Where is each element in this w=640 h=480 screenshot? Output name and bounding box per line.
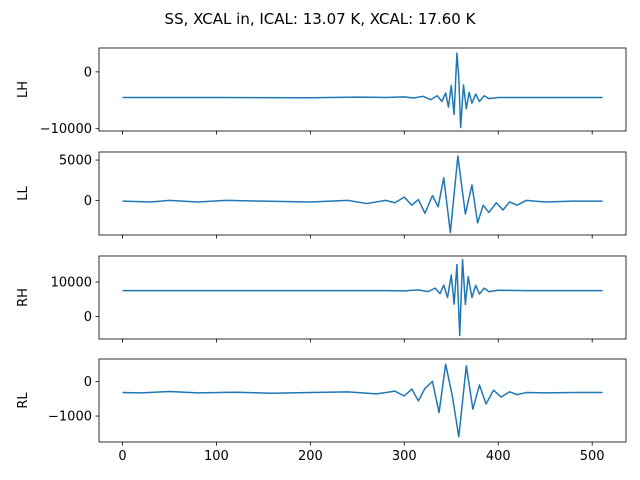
- series-line-rl: [122, 363, 603, 438]
- axes-frame: [98, 47, 627, 132]
- series-line-ll: [122, 155, 603, 234]
- y-axis-label: LL: [16, 186, 31, 201]
- y-axis-label: RH: [16, 288, 31, 307]
- axes-frame: [98, 358, 627, 443]
- y-tick-label: 0: [84, 375, 92, 390]
- y-axis-label: LH: [16, 81, 31, 98]
- y-tick-label: 5000: [59, 154, 92, 169]
- figure-title: SS, XCAL in, ICAL: 13.07 K, XCAL: 17.60 …: [165, 10, 477, 28]
- x-tick-label: 500: [580, 449, 605, 464]
- subplot-ll: 5000 0 LL: [16, 151, 627, 239]
- y-tick-label: 0: [84, 194, 92, 209]
- x-tick-label: 100: [204, 449, 229, 464]
- series-line-rh: [122, 258, 603, 337]
- subplot-rh: 10000 0 RH: [16, 255, 627, 343]
- x-tick-label: 400: [486, 449, 511, 464]
- x-tick-label: 300: [392, 449, 417, 464]
- axes-frame: [98, 151, 627, 236]
- y-axis-label: RL: [16, 392, 31, 409]
- subplot-lh: 0 −10000 LH: [16, 47, 627, 137]
- y-tick-label: 0: [84, 310, 92, 325]
- x-tick-label: 200: [298, 449, 323, 464]
- y-tick-label: −10000: [40, 122, 92, 137]
- axes-frame: [98, 255, 627, 340]
- subplot-rl: 0 −1000 0 100 200 300 400 500 RL: [16, 358, 627, 464]
- x-tick-label: 0: [118, 449, 126, 464]
- y-tick-label: −1000: [48, 410, 92, 425]
- y-tick-label: 10000: [51, 275, 92, 290]
- series-line-lh: [122, 52, 603, 129]
- y-tick-label: 0: [84, 65, 92, 80]
